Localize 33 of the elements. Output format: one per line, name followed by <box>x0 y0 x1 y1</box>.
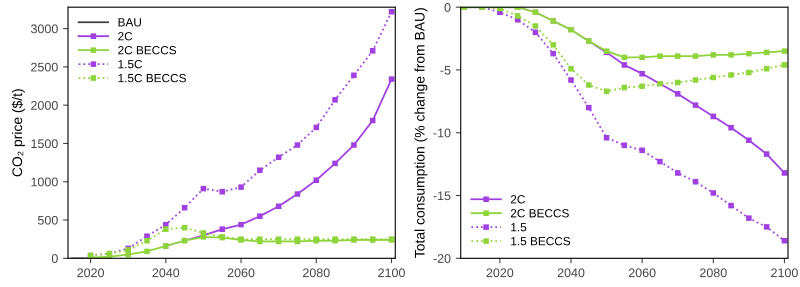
y-axis-title: Total consumption (% change from BAU) <box>414 8 428 258</box>
x-tick-label: 2020 <box>77 268 104 278</box>
x-tick-label: 2080 <box>303 268 330 278</box>
legend-label: BAU <box>118 18 141 26</box>
y-tick-label: 1000 <box>31 178 58 186</box>
legend-label: 2C <box>510 195 525 204</box>
legend-label: 1.5 <box>511 223 526 232</box>
y-tick-label: 0 <box>444 2 451 12</box>
x-tick-label: 2100 <box>378 268 405 278</box>
y-tick-label: 1500 <box>31 139 58 148</box>
y-tick-label: -10 <box>433 128 451 138</box>
y-tick-label: 3000 <box>30 24 58 34</box>
legend-label: 2C BECCS <box>510 209 569 218</box>
legend-label: 1.5C BECCS <box>118 74 186 82</box>
y-tick-label: 2500 <box>31 62 58 72</box>
x-tick-label: 2040 <box>152 268 180 278</box>
x-tick-label: 2040 <box>558 268 584 278</box>
x-tick-label: 2060 <box>228 268 254 278</box>
x-tick-label: 2080 <box>700 268 727 278</box>
y-tick-label: -15 <box>433 191 450 200</box>
y-tick-label: 0 <box>52 254 58 263</box>
y-tick-label: 500 <box>38 216 58 225</box>
legend-label: 2C BECCS <box>118 46 176 54</box>
legend-label: 1.5C <box>118 60 142 68</box>
legend-label: 2C <box>118 32 132 40</box>
legend-label: 1.5 BECCS <box>511 236 570 246</box>
x-tick-label: 2060 <box>628 268 656 278</box>
y-axis-title: CO₂ price ($/t) <box>12 89 25 176</box>
y-tick-label: -5 <box>440 66 450 75</box>
y-tick-label: -20 <box>433 254 451 263</box>
x-tick-label: 2100 <box>771 268 798 278</box>
x-tick-label: 2020 <box>486 268 514 278</box>
y-tick-label: 2000 <box>31 100 58 110</box>
